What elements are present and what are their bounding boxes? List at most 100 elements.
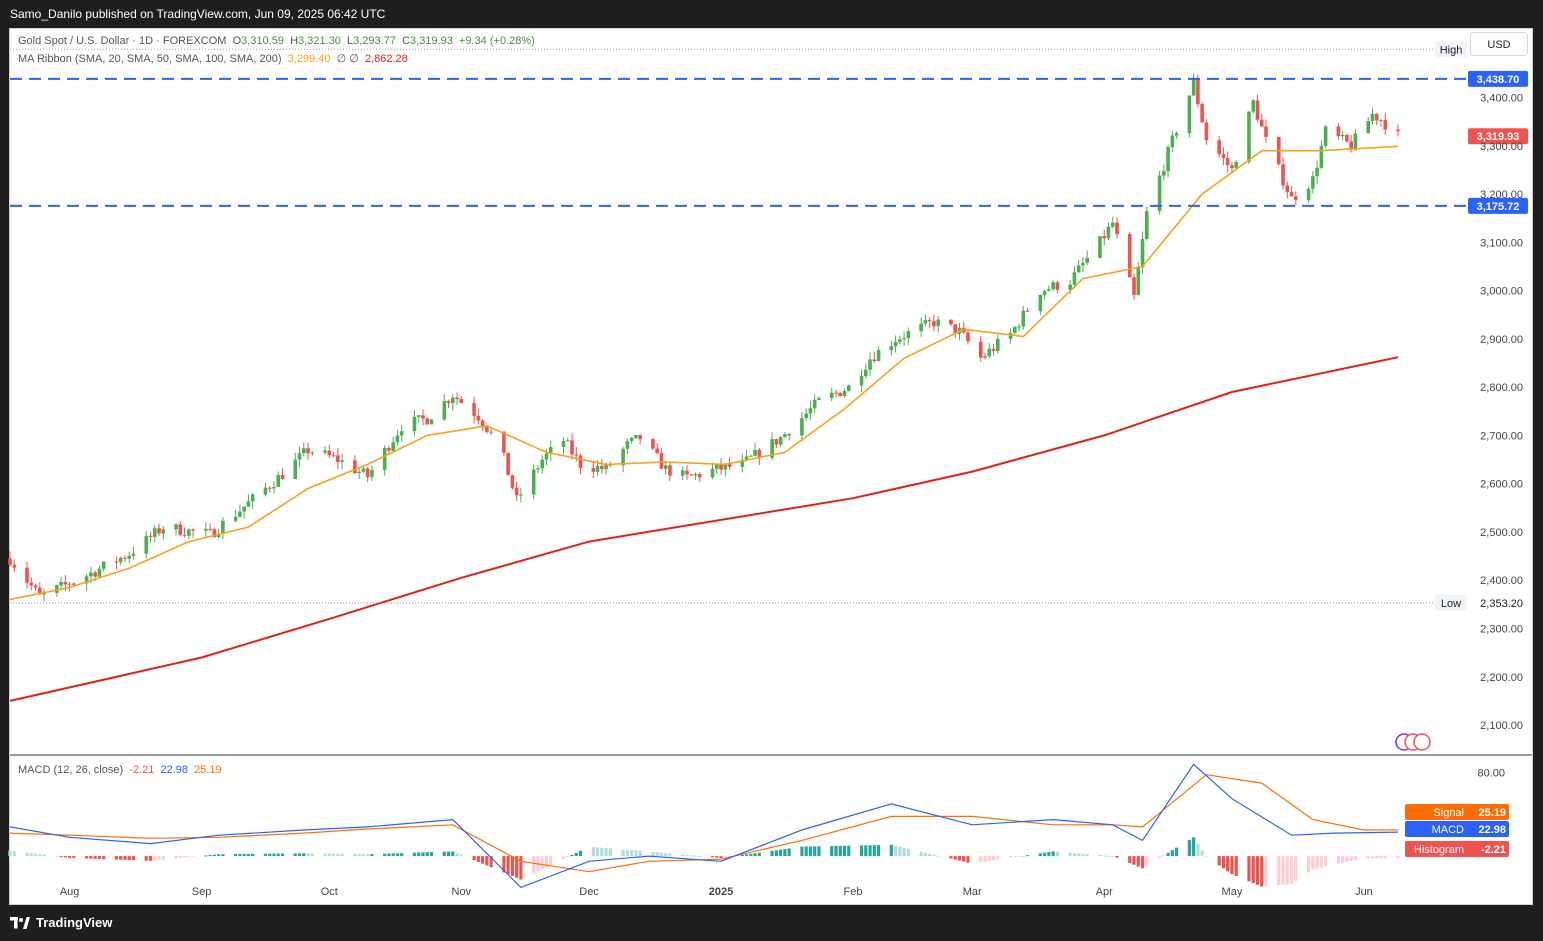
candle-body: [131, 553, 136, 556]
candle-body: [1025, 310, 1030, 312]
macd-label: MACD (12, 26, close): [18, 764, 124, 776]
macd-histogram-bar: [549, 856, 553, 866]
macd-histogram-bar: [953, 856, 957, 860]
macd-histogram-bar: [1051, 851, 1055, 857]
candle-body: [59, 581, 63, 586]
macd-histogram-bar: [753, 853, 757, 857]
candle-body: [212, 529, 217, 538]
macd-histogram-bar: [246, 853, 251, 857]
candle-body: [1204, 122, 1209, 141]
currency-button[interactable]: USD: [1470, 32, 1528, 56]
macd-histogram-bar: [578, 850, 583, 857]
candles: [8, 73, 1400, 602]
macd-histogram-bar: [242, 853, 246, 857]
candle-body: [1306, 188, 1311, 200]
macd-histogram-bar: [33, 853, 38, 857]
candle-body: [651, 439, 655, 449]
candle-body: [846, 385, 851, 392]
macd-histogram-bar: [357, 854, 361, 857]
candle-body: [1200, 104, 1204, 123]
macd-histogram-bar: [12, 850, 16, 857]
candle-body: [829, 392, 834, 398]
tradingview-logo[interactable]: TradingView: [10, 915, 112, 930]
macd-histogram-bar: [1217, 856, 1221, 866]
candle-body: [812, 399, 817, 409]
candle-body: [455, 397, 459, 400]
macd-histogram-bar: [591, 847, 595, 857]
candle-body: [353, 460, 357, 473]
macd-histogram-bar: [502, 856, 506, 873]
macd-histogram-bar: [979, 856, 983, 863]
macd-histogram-bar: [1289, 856, 1294, 884]
macd-histogram-bar: [1038, 853, 1042, 857]
macd-histogram-bar: [668, 853, 672, 857]
candle-body: [510, 475, 515, 488]
macd-histogram-bar: [323, 853, 327, 857]
macd-histogram-bar: [996, 856, 1000, 860]
overlays: 3,438.703,175.72High3,500.10Low2,353.203…: [9, 41, 1528, 751]
candle-body: [1353, 133, 1358, 150]
candle-body: [1379, 120, 1383, 122]
candle-body: [561, 441, 566, 448]
macd-tag-value: -2.21: [1481, 844, 1506, 856]
candle-body: [293, 459, 298, 479]
macd-histogram-bar: [889, 844, 893, 857]
candle-body: [370, 469, 374, 478]
candle-body: [1370, 113, 1375, 122]
candle-body: [442, 401, 447, 420]
candle-body: [1383, 120, 1388, 130]
candle-body: [1042, 290, 1047, 295]
candle-body: [267, 487, 272, 489]
macd-histogram-bar: [1247, 856, 1251, 882]
low-value: 3,293.77: [353, 35, 396, 47]
low-label: L: [346, 35, 354, 47]
macd-histogram-bar: [608, 848, 612, 857]
macd-histogram-bar: [1226, 856, 1230, 872]
macd-histogram-bar: [932, 854, 936, 857]
macd-histogram-bar: [651, 851, 655, 857]
candle-body: [1264, 126, 1268, 137]
candle-body: [1110, 222, 1115, 227]
macd-histogram-bar: [114, 856, 119, 860]
macd-histogram-bar: [574, 852, 578, 857]
change-value: +9.34 (+0.28%): [458, 35, 535, 47]
candle-body: [1366, 121, 1370, 134]
macd-histogram-bar: [919, 851, 923, 857]
level-tag: [1468, 70, 1528, 87]
macd-histogram-bar: [421, 852, 425, 857]
candle-body: [93, 572, 97, 577]
candle-body: [114, 561, 119, 563]
macd-histogram-bar: [251, 853, 255, 857]
candle-body: [233, 516, 238, 521]
signal-line: [9, 774, 1399, 873]
macd-histogram-bar: [102, 856, 106, 860]
candle-body: [693, 474, 698, 476]
candle-body: [1140, 238, 1145, 268]
macd-histogram-bar: [515, 856, 519, 878]
macd-histogram-bar: [89, 856, 93, 859]
macd-histogram-bar: [93, 856, 97, 859]
macd-histogram-bar: [127, 856, 131, 861]
macd-histogram-bar: [425, 852, 429, 857]
macd-histogram-bar: [1017, 856, 1021, 858]
y-tick-label: 2,800.00: [1480, 382, 1523, 394]
macd-histogram-bar: [655, 852, 659, 857]
macd-histogram-bar: [1187, 839, 1191, 857]
macd-histogram-bar: [830, 846, 834, 857]
candle-body: [1319, 145, 1324, 168]
macd-histogram-bar: [561, 856, 566, 860]
candle-body: [246, 501, 251, 507]
candle-body: [927, 319, 932, 322]
candle-body: [966, 332, 970, 342]
macd-histogram-bar: [906, 848, 910, 857]
macd-histogram-bar: [119, 856, 123, 860]
close-label: C: [402, 35, 411, 47]
macd-histogram-bar: [153, 856, 157, 861]
macd-histogram-bar: [1128, 856, 1132, 864]
candle-body: [297, 453, 302, 460]
candle-body: [42, 592, 46, 595]
candle-body: [1038, 294, 1043, 312]
macd-histogram-bar: [204, 855, 208, 857]
macd-histogram-bar: [234, 854, 238, 857]
